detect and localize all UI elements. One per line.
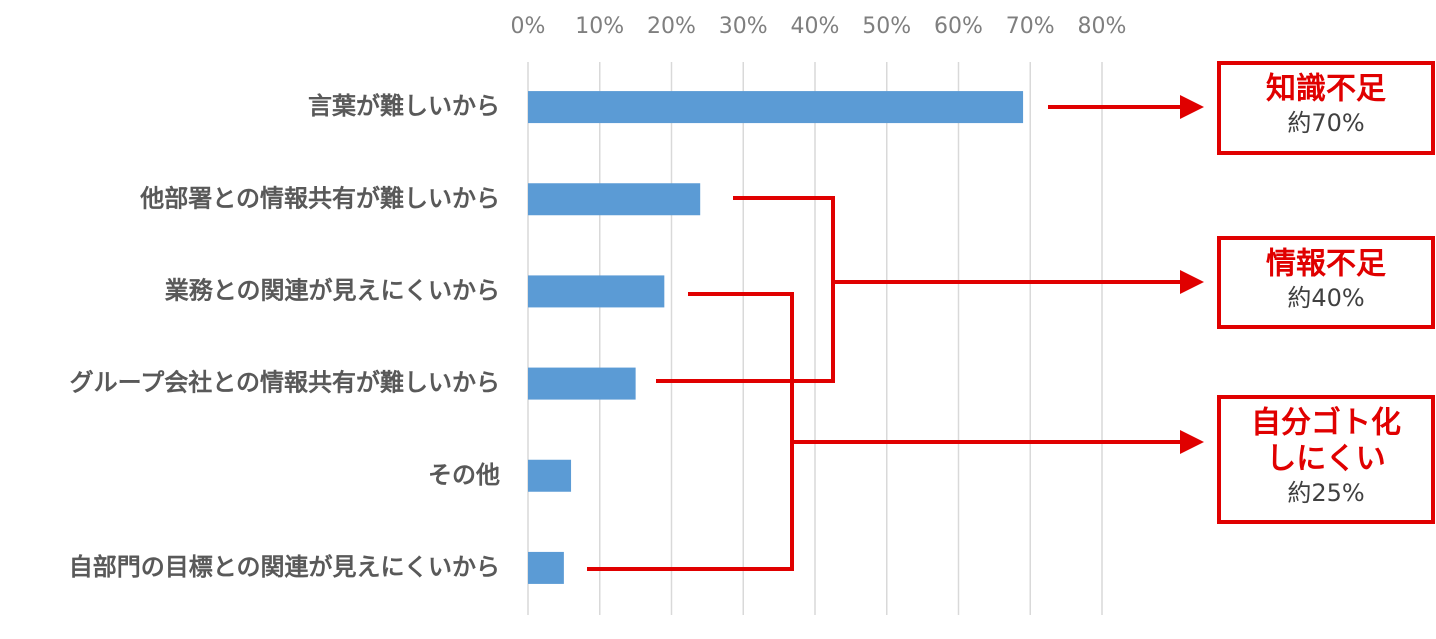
category-label: 業務との関連が見えにくいから: [165, 276, 500, 304]
bar: [528, 459, 572, 492]
connector: [656, 196, 835, 383]
bar: [528, 91, 1024, 124]
category-label: グループ会社との情報共有が難しいから: [70, 369, 500, 397]
annotation-title: 情報不足: [1266, 247, 1386, 282]
grid: 0% 10% 20% 30% 40% 50% 60% 70% 80%: [511, 14, 1127, 615]
annotation-note: 約70%: [1287, 109, 1364, 137]
x-tick-label: 50%: [862, 14, 911, 39]
bar: [528, 183, 701, 216]
category-label: その他: [428, 461, 500, 489]
annotation-box: [1217, 61, 1435, 155]
annotation-note: 約25%: [1287, 479, 1364, 507]
annotation-title: 知識不足: [1266, 72, 1386, 107]
bars: [528, 91, 1024, 584]
connector: [587, 292, 794, 571]
category-label: 言葉が難しいから: [308, 92, 500, 120]
bar: [528, 367, 636, 400]
annotation-title: しにくい: [1266, 442, 1385, 477]
category-label: 他部署との情報共有が難しいから: [139, 184, 500, 212]
x-tick-label: 60%: [934, 14, 983, 39]
x-tick-label: 80%: [1078, 14, 1127, 39]
x-tick-label: 40%: [791, 14, 840, 39]
x-tick-label: 20%: [647, 14, 696, 39]
annotation-note: 約40%: [1287, 284, 1364, 312]
annotation-title: 自分ゴト化: [1251, 406, 1401, 441]
category-label: 自部門の目標との関連が見えにくいから: [69, 553, 500, 581]
annotation-box: [1217, 236, 1435, 329]
bar: [528, 275, 665, 308]
x-tick-label: 0%: [511, 14, 546, 39]
connectors: [587, 95, 1204, 571]
x-tick-label: 70%: [1006, 14, 1055, 39]
annotation-box: [1217, 395, 1435, 524]
x-tick-label: 30%: [719, 14, 768, 39]
x-tick-label: 10%: [575, 14, 624, 39]
bar: [528, 551, 564, 584]
